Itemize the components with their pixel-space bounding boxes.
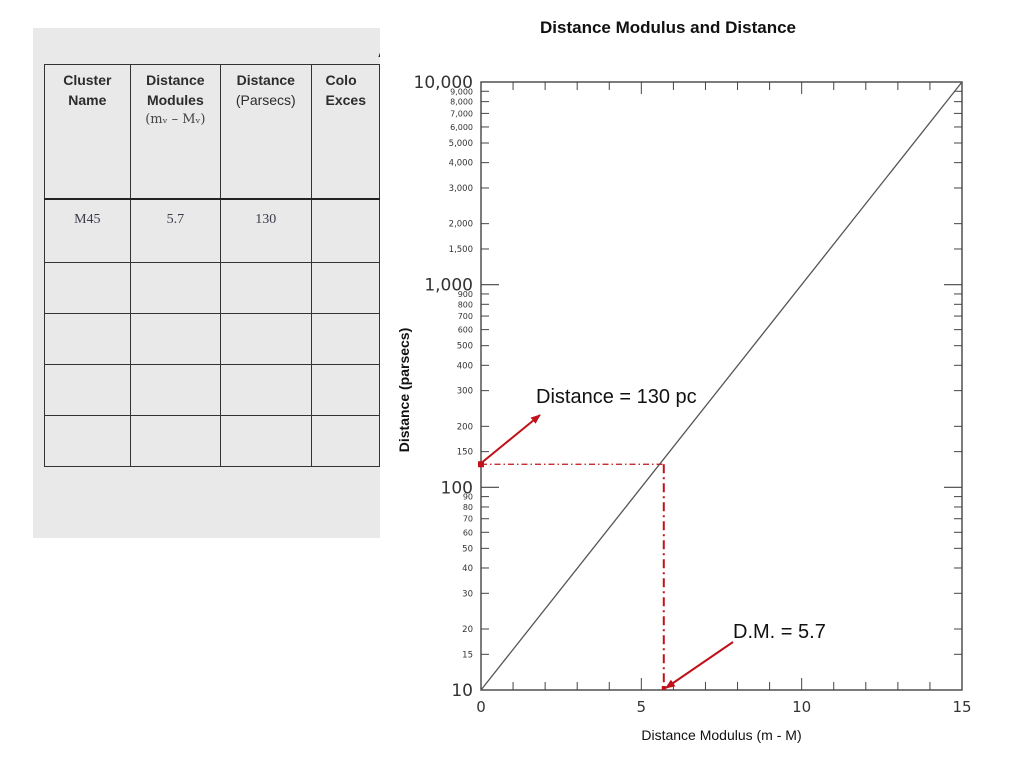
y-minor-tick-label: 30 [462, 589, 473, 599]
y-minor-tick-label: 700 [458, 312, 473, 321]
y-minor-tick-label: 600 [458, 326, 473, 335]
table-row [44, 262, 380, 314]
data-series-line [480, 81, 963, 691]
distance-annotation: Distance = 130 pc [536, 386, 697, 408]
y-minor-tick-label: 300 [457, 387, 473, 397]
distance-marker [478, 461, 484, 468]
cell-color-excess [310, 198, 380, 263]
y-minor-tick-label: 900 [458, 290, 473, 299]
x-tick-label: 0 [476, 698, 486, 716]
cell [220, 364, 312, 416]
y-minor-tick-label: 6,000 [450, 123, 473, 132]
cell [129, 415, 222, 467]
table-header-row: Cluster Name Distance Modules (mᵥ – Mᵥ) … [44, 64, 380, 200]
header-distance-parsecs: Distance (Parsecs) [220, 64, 312, 200]
cell [310, 313, 380, 365]
header-sub: (mᵥ – Mᵥ) [145, 112, 206, 127]
header-line1: Distance [146, 72, 205, 88]
cell [310, 415, 380, 467]
plot-frame [480, 81, 963, 691]
table-panel: Ag Cluster Name Distance Modules (mᵥ – M… [33, 28, 380, 538]
y-minor-tick-label: 2,000 [449, 220, 473, 230]
cell [220, 262, 312, 314]
y-major-tick-label: 1,000 [424, 276, 473, 296]
y-minor-tick-label: 50 [462, 544, 473, 554]
y-minor-tick-label: 8,000 [450, 98, 473, 107]
y-major-tick-label: 10,000 [414, 73, 473, 93]
y-minor-tick-label: 60 [463, 528, 473, 537]
header-line1: Colo [325, 72, 357, 88]
table-row [44, 313, 380, 365]
header-line1: Cluster [63, 72, 112, 88]
y-minor-tick-label: 400 [457, 361, 473, 371]
y-axis-label: Distance (parsecs) [396, 328, 412, 453]
y-minor-tick-label: 90 [463, 493, 473, 502]
header-distance-modules: Distance Modules (mᵥ – Mᵥ) [129, 64, 222, 200]
y-minor-tick-label: 500 [457, 342, 473, 352]
cluster-table: Cluster Name Distance Modules (mᵥ – Mᵥ) … [44, 64, 380, 467]
table-partial-title: Ag [378, 44, 380, 62]
x-tick-label: 5 [637, 698, 647, 716]
y-minor-tick-label: 80 [463, 503, 473, 512]
y-minor-tick-label: 70 [463, 515, 473, 524]
chart-title: Distance Modulus and Distance [540, 18, 796, 37]
y-minor-tick-label: 3,000 [449, 184, 473, 194]
cell [44, 415, 131, 467]
header-cluster-name: Cluster Name [44, 64, 131, 200]
header-line2: (Parsecs) [235, 92, 296, 108]
y-minor-tick-label: 1,500 [449, 245, 473, 255]
table-row [44, 415, 380, 467]
y-minor-tick-label: 800 [458, 300, 473, 309]
cell-distance-modulus: 5.7 [129, 198, 222, 263]
y-minor-tick-label: 200 [457, 422, 473, 432]
distance-annotation-arrow [480, 414, 541, 465]
cell [220, 313, 312, 365]
cell [129, 313, 222, 365]
x-tick-label: 15 [952, 698, 971, 716]
y-major-tick-label: 100 [441, 478, 473, 498]
modulus-annotation: D.M. = 5.7 [733, 621, 826, 643]
modulus-annotation-arrow [664, 641, 734, 689]
header-line2: Exces [325, 92, 366, 108]
y-minor-tick-label: 4,000 [449, 159, 473, 169]
cell-cluster-name: M45 [44, 198, 131, 263]
y-minor-tick-label: 7,000 [450, 109, 473, 118]
modulus-marker [661, 686, 666, 690]
y-minor-tick-label: 20 [462, 625, 473, 635]
header-line2: Name [68, 92, 107, 108]
y-minor-tick-label: 9,000 [450, 87, 473, 96]
y-minor-tick-label: 15 [462, 650, 473, 660]
x-axis-label: Distance Modulus (m - M) [641, 727, 801, 743]
header-line1: Distance [236, 72, 295, 88]
table-row: M45 5.7 130 [44, 198, 380, 263]
cell [44, 262, 131, 314]
y-major-tick-label: 10 [451, 681, 473, 701]
cell [44, 313, 131, 365]
cell-distance: 130 [220, 198, 312, 263]
table-row [44, 364, 380, 416]
y-minor-tick-label: 40 [462, 564, 473, 574]
header-line2: Modules [146, 92, 204, 108]
y-minor-tick-label: 150 [457, 448, 473, 458]
x-tick-label: 10 [792, 698, 811, 716]
cell [310, 262, 380, 314]
y-minor-tick-label: 5,000 [449, 139, 473, 149]
